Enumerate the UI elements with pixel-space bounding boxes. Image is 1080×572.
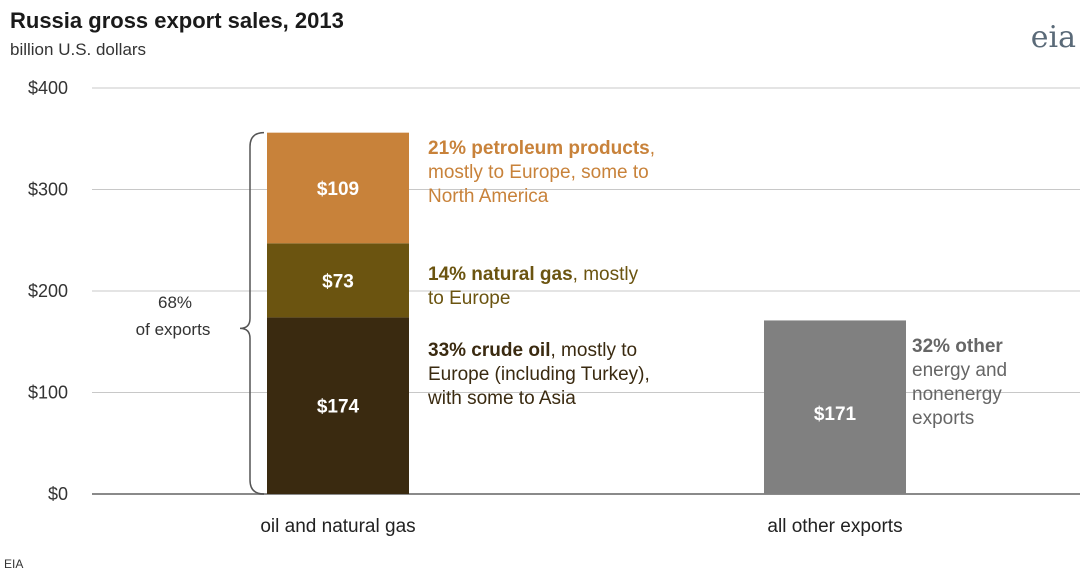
category-label: all other exports xyxy=(767,516,902,537)
annotation-line: mostly to Europe, some to xyxy=(428,162,649,183)
bracket-label-percent: 68% xyxy=(158,293,192,312)
bar-value-label: $171 xyxy=(814,404,857,425)
chart-subtitle: billion U.S. dollars xyxy=(10,40,146,59)
bar-natural-gas xyxy=(267,243,409,318)
annotation-rest: , mostly xyxy=(573,264,639,285)
source-label: EIA xyxy=(4,557,23,571)
eia-logo: eia xyxy=(1031,20,1076,55)
category-label: oil and natural gas xyxy=(260,516,415,537)
annotation-bold: 32% other xyxy=(912,336,1003,357)
annotation-line: 32% other xyxy=(912,336,1003,357)
annotation-line: 21% petroleum products, xyxy=(428,138,655,159)
annotation-line: 14% natural gas, mostly xyxy=(428,264,639,285)
annotation-rest: , mostly to xyxy=(551,340,638,361)
bar-petroleum-products xyxy=(267,132,409,244)
bar-value-label: $109 xyxy=(317,179,359,200)
annotation-line: 33% crude oil, mostly to xyxy=(428,340,637,361)
chart-title: Russia gross export sales, 2013 xyxy=(10,8,344,33)
bar-crude-oil xyxy=(267,317,409,494)
bracket-shape xyxy=(239,131,265,495)
y-tick-label: $400 xyxy=(28,78,68,98)
annotation-line: North America xyxy=(428,186,549,207)
annotation-bold: 33% crude oil xyxy=(428,340,551,361)
bracket-label-text: of exports xyxy=(136,320,211,339)
annotation-line: energy and xyxy=(912,360,1007,381)
annotation-rest: , xyxy=(650,138,655,159)
annotation-bold: 21% petroleum products xyxy=(428,138,650,159)
annotation-line: with some to Asia xyxy=(427,388,576,409)
annotation-line: exports xyxy=(912,408,974,429)
bar-value-label: $174 xyxy=(317,397,360,418)
y-tick-label: $100 xyxy=(28,383,68,403)
annotation-line: Europe (including Turkey), xyxy=(428,364,650,385)
category-labels: oil and natural gas all other exports xyxy=(260,516,902,537)
bar-value-labels: $174 $73 $109 $171 xyxy=(317,179,857,425)
bar-value-label: $73 xyxy=(322,271,354,292)
annotation-line: to Europe xyxy=(428,288,510,309)
y-tick-label: $300 xyxy=(28,180,68,200)
y-tick-label: $200 xyxy=(28,281,68,301)
y-tick-label: $0 xyxy=(48,484,68,504)
y-axis-tick-labels: $0 $100 $200 $300 $400 xyxy=(28,78,68,504)
bars xyxy=(267,132,906,494)
annotation-line: nonenergy xyxy=(912,384,1002,405)
gridlines xyxy=(92,87,1080,495)
bracket: 68% of exports xyxy=(136,131,265,495)
annotation-bold: 14% natural gas xyxy=(428,264,573,285)
bar-other xyxy=(764,320,906,494)
annotations: 33% crude oil, mostly to Europe (includin… xyxy=(427,138,1007,429)
